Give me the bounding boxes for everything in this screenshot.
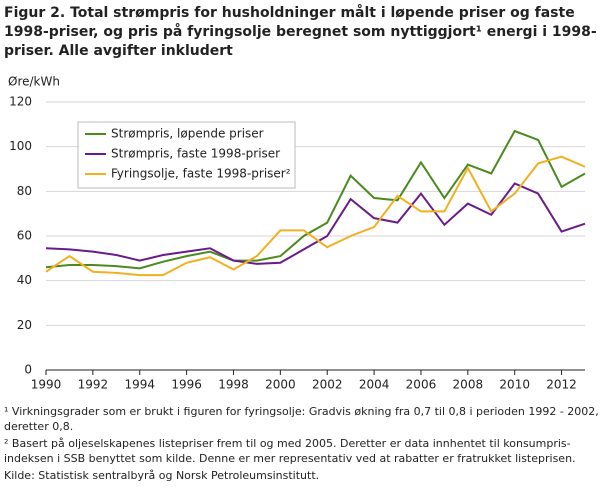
x-tick-label: 2012 (546, 378, 577, 392)
y-tick-label: 80 (17, 184, 32, 198)
x-tick-label: 2002 (312, 378, 343, 392)
legend-box (77, 121, 296, 189)
legend-label: Strømpris, løpende priser (111, 127, 264, 141)
legend-label: Strømpris, faste 1998-priser (111, 147, 280, 161)
chart-title: Figur 2. Total strømpris for husholdning… (4, 5, 597, 59)
x-tick-label: 2000 (265, 378, 296, 392)
footnotes: ¹ Virkningsgrader som er brukt i figuren… (4, 404, 604, 485)
y-tick-label: 120 (9, 95, 32, 109)
x-tick-label: 2010 (499, 378, 530, 392)
x-tick-label: 1994 (124, 378, 155, 392)
y-tick-label: 60 (17, 229, 32, 243)
series-line (45, 182, 586, 265)
y-tick-label: 20 (17, 318, 32, 332)
footnote: ² Basert på oljeselskapenes listepriser … (4, 437, 576, 465)
x-tick-label: 1998 (218, 378, 249, 392)
chart: Øre/kWh 0 20 40 60 80 100 120 1990 1992 1994 1996 1… (8, 75, 586, 392)
x-tick-label: 1992 (78, 378, 109, 392)
x-tick-label: 2008 (453, 378, 484, 392)
y-axis-label: Øre/kWh (8, 75, 60, 89)
series-line (45, 129, 586, 270)
x-tick-label: 2006 (406, 378, 437, 392)
legend-label: Fyringsolje, faste 1998-priser² (111, 167, 291, 181)
y-tick-label: 0 (24, 363, 32, 377)
x-tick-label: 1996 (171, 378, 202, 392)
x-tick-label: 1990 (31, 378, 62, 392)
x-tick-label: 2004 (359, 378, 390, 392)
series-line (45, 155, 586, 277)
footnote: Kilde: Statistisk sentralbyrå og Norsk P… (4, 469, 320, 482)
y-tick-label: 40 (17, 273, 32, 287)
y-tick-label: 100 (9, 139, 32, 153)
footnote: ¹ Virkningsgrader som er brukt i figuren… (4, 405, 599, 433)
